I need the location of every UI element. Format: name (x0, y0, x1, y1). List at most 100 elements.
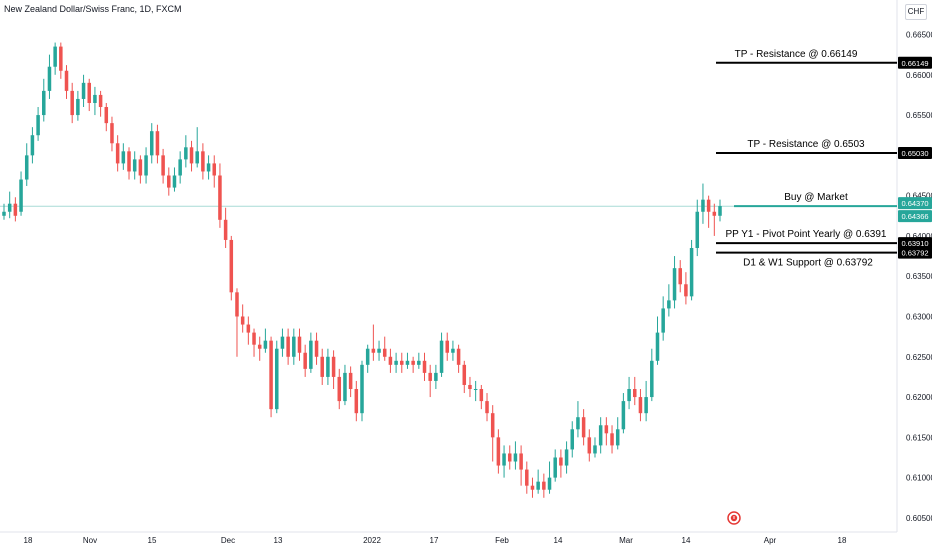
x-tick-label: Nov (83, 536, 97, 545)
x-tick-label: 13 (274, 536, 283, 545)
last-price-badge-2-bg (898, 210, 932, 223)
candle-up (53, 46, 57, 67)
candle-down (64, 70, 69, 91)
candle-down (161, 155, 165, 176)
x-tick-label: Dec (221, 536, 235, 545)
candle-down (115, 143, 120, 164)
candle-down (519, 453, 523, 470)
candle-up (184, 147, 188, 160)
candle-up (621, 401, 626, 430)
candle-up (132, 159, 137, 172)
candle-up (655, 332, 660, 361)
candle-down (485, 401, 489, 414)
candle-up (275, 348, 279, 410)
candle-up (326, 356, 330, 377)
candle-down (286, 336, 290, 357)
candle-down (110, 123, 114, 144)
y-tick-label: 0.66500 (906, 31, 932, 40)
candle-up (19, 179, 23, 212)
price-badge: 0.66149 (901, 59, 928, 68)
candle-down (13, 203, 18, 216)
level-label: TP - Resistance @ 0.6503 (747, 139, 865, 150)
candle-up (81, 82, 86, 99)
candle-up (195, 151, 199, 164)
candle-up (7, 203, 12, 212)
candle-up (144, 155, 148, 176)
currency-button[interactable]: CHF (905, 4, 927, 20)
candle-down (104, 107, 109, 124)
candle-down (456, 348, 461, 365)
candle-up (598, 425, 603, 446)
candle-down (189, 147, 194, 164)
candle-down (223, 219, 228, 240)
candle-up (570, 429, 575, 450)
candle-down (678, 268, 682, 285)
candle-down (87, 82, 91, 103)
candle-up (718, 206, 722, 216)
level-label: D1 & W1 Support @ 0.63792 (743, 258, 873, 269)
candle-down (269, 340, 273, 410)
candle-up (309, 340, 313, 369)
candle-down (712, 211, 717, 216)
candle-down (507, 453, 512, 462)
candle-up (615, 429, 620, 446)
x-tick-label: 17 (430, 536, 439, 545)
candle-down (314, 340, 319, 357)
level-label: TP - Resistance @ 0.66149 (735, 49, 858, 60)
candle-up (536, 481, 540, 490)
candle-up (695, 211, 700, 249)
candle-down (138, 159, 143, 176)
candle-down (468, 384, 472, 390)
candle-down (382, 348, 387, 357)
last-price-badge: 0.64370 (901, 199, 928, 208)
candle-down (127, 151, 131, 172)
candle-down (240, 316, 245, 325)
candle-up (24, 155, 29, 180)
chart-title: New Zealand Dollar/Swiss Franc, 1D, FXCM (4, 4, 182, 14)
candle-down (559, 457, 563, 466)
candle-down (422, 360, 427, 373)
candle-down (411, 360, 415, 365)
candle-up (576, 417, 580, 430)
candle-down (252, 332, 256, 345)
last-price-badge-2: 0.64366 (901, 212, 928, 221)
candle-down (542, 481, 546, 490)
x-tick-label: Apr (764, 536, 777, 545)
candle-up (451, 348, 455, 353)
candle-down (633, 389, 637, 398)
candle-down (167, 175, 171, 188)
candle-up (434, 372, 438, 381)
candle-down (684, 284, 688, 297)
x-tick-label: 18 (24, 536, 33, 545)
candle-down (348, 372, 353, 390)
candle-down (229, 239, 234, 293)
candle-up (661, 308, 665, 333)
candle-up (42, 90, 46, 116)
last-price-badge-bg (898, 197, 932, 210)
x-tick-label: 2022 (363, 536, 381, 545)
x-tick-label: Feb (495, 536, 509, 545)
candle-up (439, 340, 444, 373)
candle-up (206, 163, 211, 172)
candle-up (178, 159, 182, 176)
candle-down (462, 364, 467, 385)
candle-down (706, 199, 711, 212)
candle-down (297, 336, 302, 353)
candle-down (428, 372, 432, 381)
candle-up (650, 360, 654, 398)
candle-down (98, 94, 103, 108)
candle-down (371, 348, 376, 353)
candle-up (343, 372, 347, 402)
level-label: PP Y1 - Pivot Point Yearly @ 0.6391 (726, 229, 887, 240)
candle-down (246, 324, 251, 333)
candle-up (76, 98, 80, 116)
candle-up (93, 94, 97, 103)
candle-down (59, 46, 63, 71)
candle-up (701, 199, 705, 212)
candle-up (473, 389, 478, 391)
